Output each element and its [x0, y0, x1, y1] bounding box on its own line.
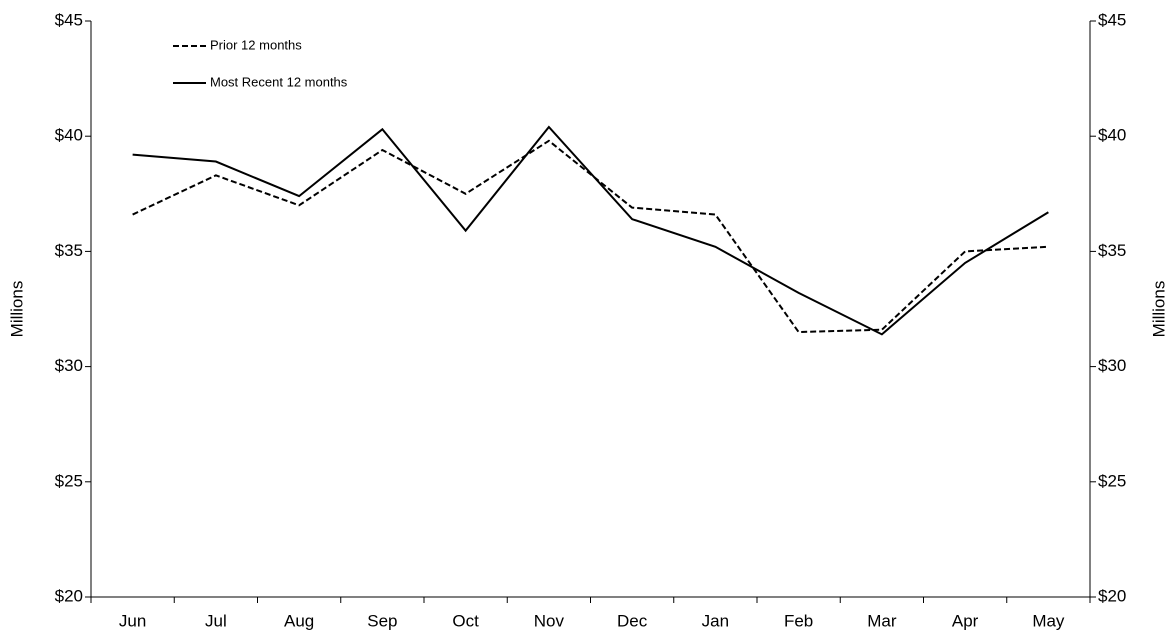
y-tick-label: $40 — [55, 126, 83, 145]
x-tick-label: May — [1032, 611, 1065, 630]
y-tick-label: $20 — [55, 586, 83, 605]
y2-tick-label: $25 — [1098, 471, 1126, 490]
y-tick-label: $25 — [55, 471, 83, 490]
x-tick-label: Oct — [452, 611, 479, 630]
legend-label: Most Recent 12 months — [210, 74, 348, 89]
x-tick-label: Jun — [119, 611, 146, 630]
line-series — [132, 139, 1049, 334]
y-axis-label: Millions — [7, 281, 26, 338]
y2-tick-label: $20 — [1098, 586, 1126, 605]
y2-tick-label: $40 — [1098, 126, 1126, 145]
x-tick-label: Apr — [952, 611, 979, 630]
x-tick-label: Sep — [367, 611, 397, 630]
y-tick-label: $35 — [55, 241, 83, 260]
y-tick-label: $45 — [55, 10, 83, 29]
y2-tick-label: $30 — [1098, 356, 1126, 375]
y-tick-label: $30 — [55, 356, 83, 375]
y2-tick-label: $45 — [1098, 10, 1126, 29]
x-tick-label: Mar — [867, 611, 897, 630]
y2-tick-label: $35 — [1098, 241, 1126, 260]
x-tick-label: Aug — [284, 611, 314, 630]
x-tick-label: Jan — [702, 611, 729, 630]
legend-label: Prior 12 months — [210, 37, 302, 52]
y2-axis-label: Millions — [1149, 281, 1168, 338]
x-tick-label: Nov — [534, 611, 565, 630]
x-tick-label: Feb — [784, 611, 813, 630]
x-tick-label: Jul — [205, 611, 227, 630]
line-series — [132, 125, 1049, 336]
x-tick-label: Dec — [617, 611, 648, 630]
